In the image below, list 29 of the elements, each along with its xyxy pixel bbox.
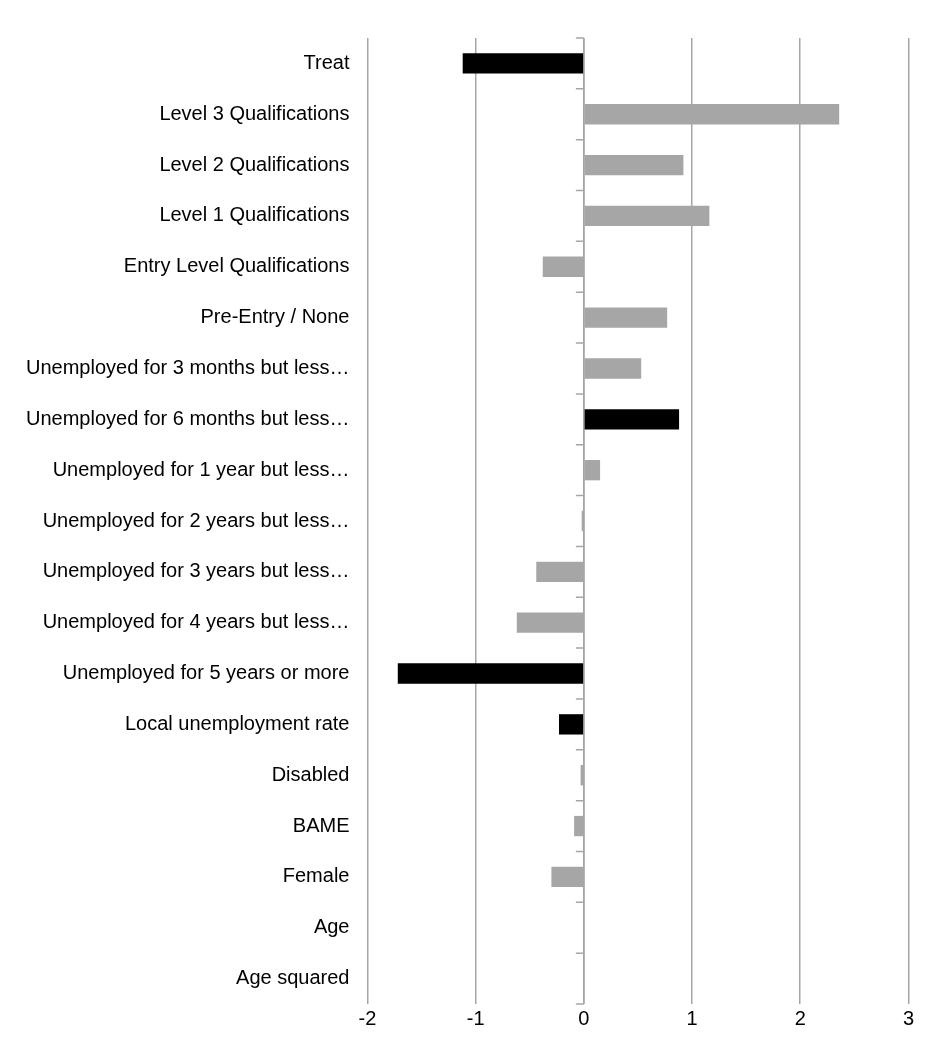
y-tick-label: Unemployed for 2 years but less… [42,508,350,531]
x-tick-label: 0 [578,1006,590,1029]
y-tick-label: Treat [303,50,350,73]
x-tick-label: -1 [466,1006,485,1029]
x-tick-label: 3 [902,1006,914,1029]
bar [558,714,584,735]
y-tick-label: Level 1 Qualifications [159,203,350,226]
y-tick-label: BAME [292,813,350,836]
bar [462,53,584,74]
y-tick-label: Disabled [271,762,350,785]
y-tick-label: Unemployed for 6 months but less… [25,406,350,429]
y-tick-label: Unemployed for 4 years but less… [42,610,350,633]
y-tick-label: Unemployed for 3 months but less… [25,355,350,378]
y-tick-label: Level 3 Qualifications [159,101,350,124]
y-tick-label: Unemployed for 5 years or more [62,661,350,684]
y-tick-label: Age [313,915,350,938]
x-tick-label: 1 [686,1006,698,1029]
bar [397,663,584,684]
y-tick-label: Level 2 Qualifications [159,152,350,175]
y-tick-label: Age squared [236,966,350,989]
y-tick-label: Unemployed for 1 year but less… [52,457,350,480]
bar [584,409,680,430]
y-tick-label: Pre-Entry / None [200,305,350,328]
y-tick-label: Local unemployment rate [124,711,350,734]
x-tick-label: 2 [794,1006,806,1029]
y-tick-label: Female [282,864,350,887]
x-tick-label: -2 [358,1006,377,1029]
y-tick-label: Unemployed for 3 years but less… [42,559,350,582]
y-tick-label: Entry Level Qualifications [123,254,350,277]
